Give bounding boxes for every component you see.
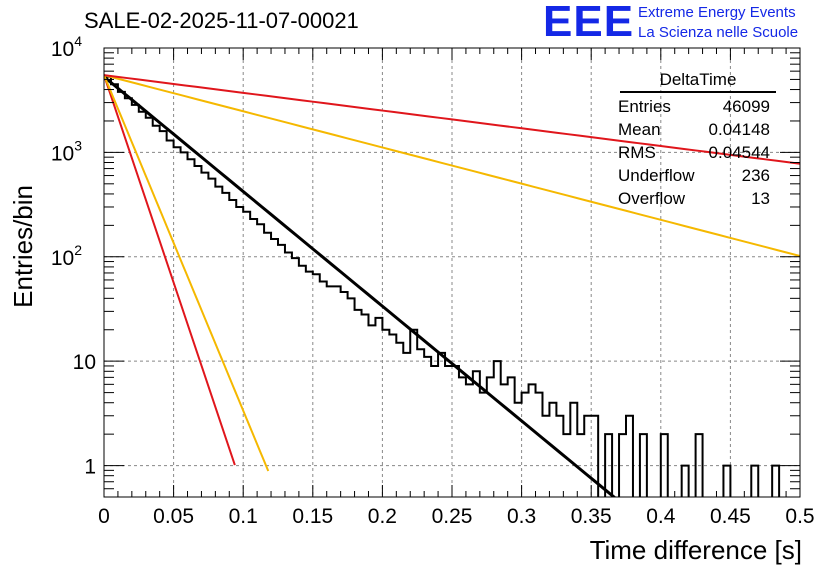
logo-line-1: Extreme Energy Events xyxy=(638,4,796,21)
grid xyxy=(104,48,800,497)
stats-row-rms: RMS 0.04544 xyxy=(612,141,780,164)
logo-icon: EEE xyxy=(543,0,635,46)
y-tick-label: 103 xyxy=(51,137,82,165)
axes: 0 0.05 0.1 0.15 0.2 0.25 0.3 0.35 0.4 0.45 0.51101… xyxy=(51,33,815,528)
stats-box: DeltaTime Entries 46099 Mean 0.04148 RMS… xyxy=(612,70,780,210)
fit-line-red-steep xyxy=(104,74,236,466)
logo-line-2: La Scienza nelle Scuole xyxy=(638,24,799,41)
fit-line-red-shallow xyxy=(104,74,800,165)
stats-row-mean: Mean 0.04148 xyxy=(612,118,780,141)
x-tick-label: 0.05 xyxy=(153,505,194,528)
x-tick-label: 0.2 xyxy=(368,505,397,528)
stats-value: 46099 xyxy=(722,97,770,116)
y-tick-exponent: 2 xyxy=(74,242,82,258)
y-tick-exponent: 4 xyxy=(74,33,82,49)
stats-row-underflow: Underflow 236 xyxy=(612,164,780,187)
x-tick-label: 0.15 xyxy=(292,505,333,528)
y-tick-label: 1 xyxy=(84,456,96,479)
x-tick-label: 0.5 xyxy=(785,505,814,528)
stats-row-overflow: Overflow 13 xyxy=(612,187,780,210)
stats-value: 0.04148 xyxy=(708,120,770,139)
x-axis-label: Time difference [s] xyxy=(589,535,802,565)
x-tick-label: 0.3 xyxy=(507,505,536,528)
x-tick-label: 0.1 xyxy=(229,505,258,528)
histogram-line xyxy=(104,75,781,497)
x-tick-label: 0.4 xyxy=(646,505,676,528)
y-axis-label: Entries/bin xyxy=(8,185,38,308)
stats-title: DeltaTime xyxy=(620,70,776,93)
x-tick-label: 0.35 xyxy=(571,505,612,528)
stats-label: Mean xyxy=(618,120,661,139)
y-tick-label: 104 xyxy=(51,33,82,61)
y-tick-exponent: 3 xyxy=(74,137,82,153)
y-tick-label: 10 xyxy=(73,351,96,374)
fit-line-yellow-steep xyxy=(104,74,270,472)
fit-line-fit xyxy=(104,75,617,497)
stats-value: 0.04544 xyxy=(708,143,770,162)
stats-label: Underflow xyxy=(618,166,695,185)
y-tick-base: 10 xyxy=(51,247,74,270)
chart-title: SALE-02-2025-11-07-00021 xyxy=(84,8,359,33)
stats-label: Overflow xyxy=(618,189,686,208)
y-tick-label: 102 xyxy=(51,242,82,270)
stats-value: 13 xyxy=(751,189,770,208)
fit-line-yellow-shallow xyxy=(104,74,800,257)
stats-label: Entries xyxy=(618,97,671,116)
series xyxy=(104,74,800,497)
stats-row-entries: Entries 46099 xyxy=(612,95,780,118)
x-tick-label: 0.45 xyxy=(710,505,751,528)
y-tick-base: 10 xyxy=(51,142,74,165)
y-tick-base: 10 xyxy=(51,38,74,61)
stats-value: 236 xyxy=(741,166,770,185)
x-tick-label: 0.25 xyxy=(432,505,473,528)
stats-label: RMS xyxy=(618,143,656,162)
x-tick-label: 0 xyxy=(98,505,110,528)
